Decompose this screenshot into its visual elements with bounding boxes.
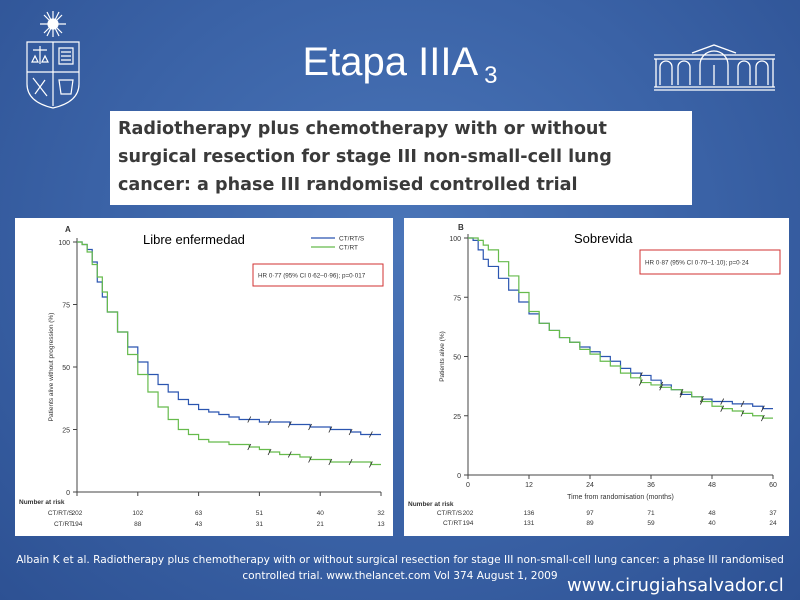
y-tick-label: 25 bbox=[453, 414, 461, 421]
censor-mark bbox=[247, 443, 252, 451]
risk-cell: 24 bbox=[769, 520, 777, 527]
y-axis-label: Patients alive without progression (%) bbox=[48, 313, 55, 422]
article-title-text: Radiotherapy plus chemotherapy with or w… bbox=[118, 119, 612, 195]
article-title-box: Radiotherapy plus chemotherapy with or w… bbox=[110, 111, 692, 205]
censor-mark bbox=[699, 398, 704, 405]
censor-mark bbox=[720, 398, 725, 405]
x-tick-label: 36 bbox=[647, 482, 655, 489]
chart-panel-progression-free: 0 25 50 75 100 Patients alive without progres… bbox=[15, 218, 393, 536]
censor-mark bbox=[369, 461, 373, 468]
y-tick-label: 25 bbox=[62, 428, 70, 435]
chart-a-svg: 0 25 50 75 100 Patients alive without progres… bbox=[19, 225, 385, 528]
series-line-ct-rt bbox=[77, 241, 381, 466]
censor-mark bbox=[348, 428, 353, 436]
censor-mark bbox=[369, 431, 373, 438]
y-tick-label: 0 bbox=[457, 473, 461, 480]
risk-cell: 48 bbox=[708, 510, 716, 517]
risk-cell: 71 bbox=[647, 510, 655, 517]
censor-mark bbox=[760, 405, 765, 412]
y-axis-label: Patients alive (%) bbox=[439, 331, 446, 382]
slide-title: Etapa IIIA 3 bbox=[0, 40, 800, 90]
website-link[interactable]: www.cirugiahsalvador.cl bbox=[567, 575, 784, 596]
risk-cell: 89 bbox=[586, 520, 594, 527]
y-tick-label: 100 bbox=[58, 240, 70, 247]
censor-mark bbox=[328, 426, 333, 433]
y-tick-label: 75 bbox=[453, 295, 461, 302]
censor-mark bbox=[659, 384, 664, 391]
censor-mark bbox=[679, 388, 684, 396]
risk-cell: 88 bbox=[134, 521, 142, 528]
x-tick-label: 0 bbox=[466, 482, 470, 489]
risk-cell: 37 bbox=[769, 510, 777, 517]
series-line-ct-rt-s bbox=[468, 237, 773, 410]
panel-letter: B bbox=[458, 223, 464, 232]
x-axis-label: Time from randomisation (months) bbox=[567, 494, 674, 501]
risk-cell: 202 bbox=[72, 510, 83, 517]
risk-cell: 202 bbox=[463, 510, 474, 517]
censor-mark bbox=[247, 416, 252, 423]
hazard-ratio-box bbox=[252, 263, 384, 287]
x-tick-label: 24 bbox=[586, 482, 594, 489]
y-tick-label: 50 bbox=[453, 355, 461, 362]
risk-table-title: Number at risk bbox=[408, 501, 454, 508]
y-tick-label: 50 bbox=[62, 365, 70, 372]
x-tick-label: 60 bbox=[769, 482, 777, 489]
censor-mark bbox=[720, 405, 725, 412]
slide-title-suffix: 3 bbox=[484, 62, 498, 89]
panel-letter: A bbox=[65, 225, 71, 234]
legend-label: CT/RT/S bbox=[339, 236, 365, 243]
risk-cell: 97 bbox=[586, 510, 594, 517]
censor-mark bbox=[760, 414, 765, 422]
risk-cell: 194 bbox=[72, 521, 83, 528]
y-tick-label: 0 bbox=[66, 490, 70, 497]
risk-row-label: CT/RT bbox=[443, 520, 462, 527]
risk-row-label: CT/RT bbox=[54, 521, 73, 528]
censor-mark bbox=[267, 418, 272, 426]
chart-b-svg: 0 25 50 75 100 0 12 24 36 48 60 Patients alive (%) T… bbox=[408, 223, 781, 527]
risk-row-label: CT/RT/S bbox=[437, 510, 463, 517]
risk-cell: 59 bbox=[647, 520, 655, 527]
censor-mark bbox=[287, 451, 292, 458]
chart-overlay-label: Sobrevida bbox=[574, 231, 633, 246]
citation-caption: Albain K et al. Radiotherapy plus chemot… bbox=[16, 554, 784, 582]
x-tick-label: 48 bbox=[708, 482, 716, 489]
censor-mark bbox=[308, 423, 312, 431]
risk-cell: 43 bbox=[195, 521, 203, 528]
risk-cell: 131 bbox=[524, 520, 535, 527]
censor-mark bbox=[740, 410, 745, 417]
hospital-building-logo bbox=[654, 44, 775, 91]
hazard-ratio-text: HR 0·87 (95% CI 0·70–1·10); p=0·24 bbox=[645, 260, 749, 267]
y-tick-label: 75 bbox=[62, 303, 70, 310]
risk-table-title: Number at risk bbox=[19, 499, 65, 506]
risk-cell: 102 bbox=[132, 510, 143, 517]
censor-mark bbox=[308, 456, 312, 463]
censor-mark bbox=[267, 448, 272, 456]
risk-cell: 21 bbox=[317, 521, 325, 528]
risk-row-label: CT/RT/S bbox=[48, 510, 74, 517]
risk-cell: 194 bbox=[463, 520, 474, 527]
risk-cell: 32 bbox=[377, 510, 385, 517]
risk-cell: 136 bbox=[524, 510, 535, 517]
risk-cell: 40 bbox=[708, 520, 716, 527]
slide-title-text: Etapa IIIA bbox=[302, 40, 479, 84]
risk-cell: 63 bbox=[195, 510, 203, 517]
censor-mark bbox=[348, 458, 353, 466]
hazard-ratio-text: HR 0·77 (95% CI 0·62–0·96); p=0·017 bbox=[258, 273, 366, 280]
censor-mark bbox=[740, 400, 745, 408]
legend-label: CT/RT bbox=[339, 245, 358, 252]
censor-mark bbox=[328, 458, 333, 466]
risk-cell: 31 bbox=[256, 521, 264, 528]
chart-panel-overall-survival: 0 25 50 75 100 0 12 24 36 48 60 Patients alive (%) T… bbox=[404, 218, 789, 536]
risk-cell: 13 bbox=[377, 521, 385, 528]
y-tick-label: 100 bbox=[449, 236, 461, 243]
x-tick-label: 12 bbox=[525, 482, 533, 489]
series-line-ct-rt bbox=[468, 237, 773, 419]
risk-cell: 40 bbox=[317, 510, 325, 517]
university-crest-logo bbox=[26, 11, 80, 109]
censor-mark bbox=[287, 421, 292, 428]
chart-overlay-label: Libre enfermedad bbox=[143, 232, 245, 247]
risk-cell: 51 bbox=[256, 510, 264, 517]
hazard-ratio-box bbox=[639, 249, 781, 275]
censor-mark bbox=[638, 379, 643, 386]
